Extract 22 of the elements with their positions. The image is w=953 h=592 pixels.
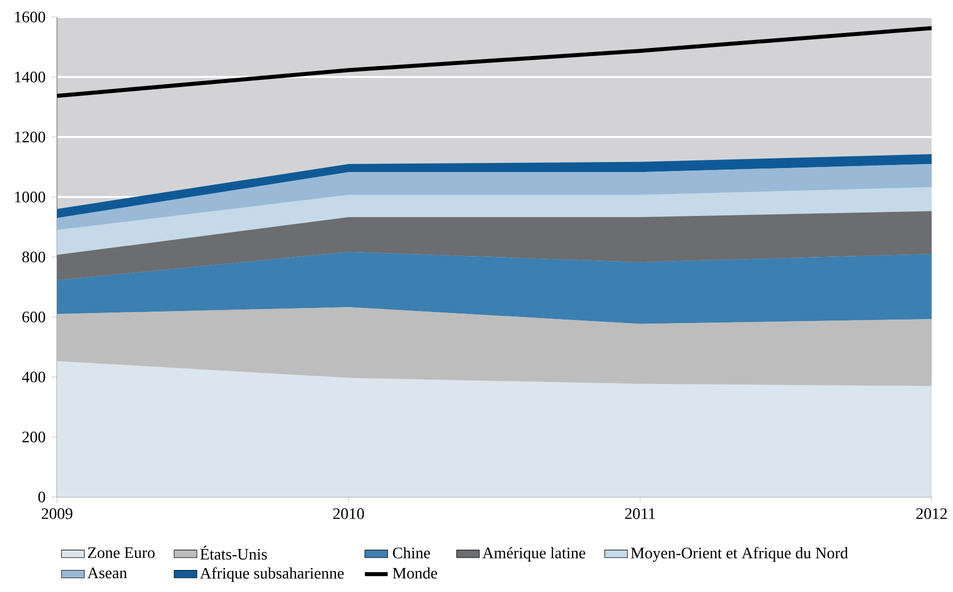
legend-label: Moyen-Orient et Afrique du Nord bbox=[630, 547, 848, 562]
legend-label: Amérique latine bbox=[482, 547, 586, 562]
y-tick-label: 600 bbox=[22, 312, 46, 322]
legend-label: Chine bbox=[392, 547, 430, 558]
y-tick-label: 800 bbox=[22, 252, 46, 262]
y-tick-label: 0 bbox=[38, 492, 46, 502]
legend-label: Monde bbox=[392, 567, 438, 579]
x-tick-label: 2012 bbox=[916, 508, 947, 520]
y-tick-label: 1000 bbox=[15, 192, 46, 202]
legend-label: États-Unis bbox=[200, 546, 267, 560]
legend-label: Afrique subsaharienne bbox=[200, 567, 344, 582]
y-tick-label: 1200 bbox=[15, 132, 46, 142]
line-series bbox=[55, 26, 934, 98]
y-tick-label: 1400 bbox=[15, 72, 46, 82]
legend-label: Asean bbox=[87, 568, 127, 578]
legend-label: Zone Euro bbox=[88, 547, 155, 558]
y-tick-label: 400 bbox=[22, 372, 46, 382]
y-tick-label: 200 bbox=[22, 432, 46, 442]
x-tick-label: 2010 bbox=[333, 508, 364, 520]
x-tick-label: 2011 bbox=[625, 508, 655, 520]
y-tick-label: 1600 bbox=[15, 12, 46, 22]
x-tick-label: 2009 bbox=[42, 508, 72, 520]
